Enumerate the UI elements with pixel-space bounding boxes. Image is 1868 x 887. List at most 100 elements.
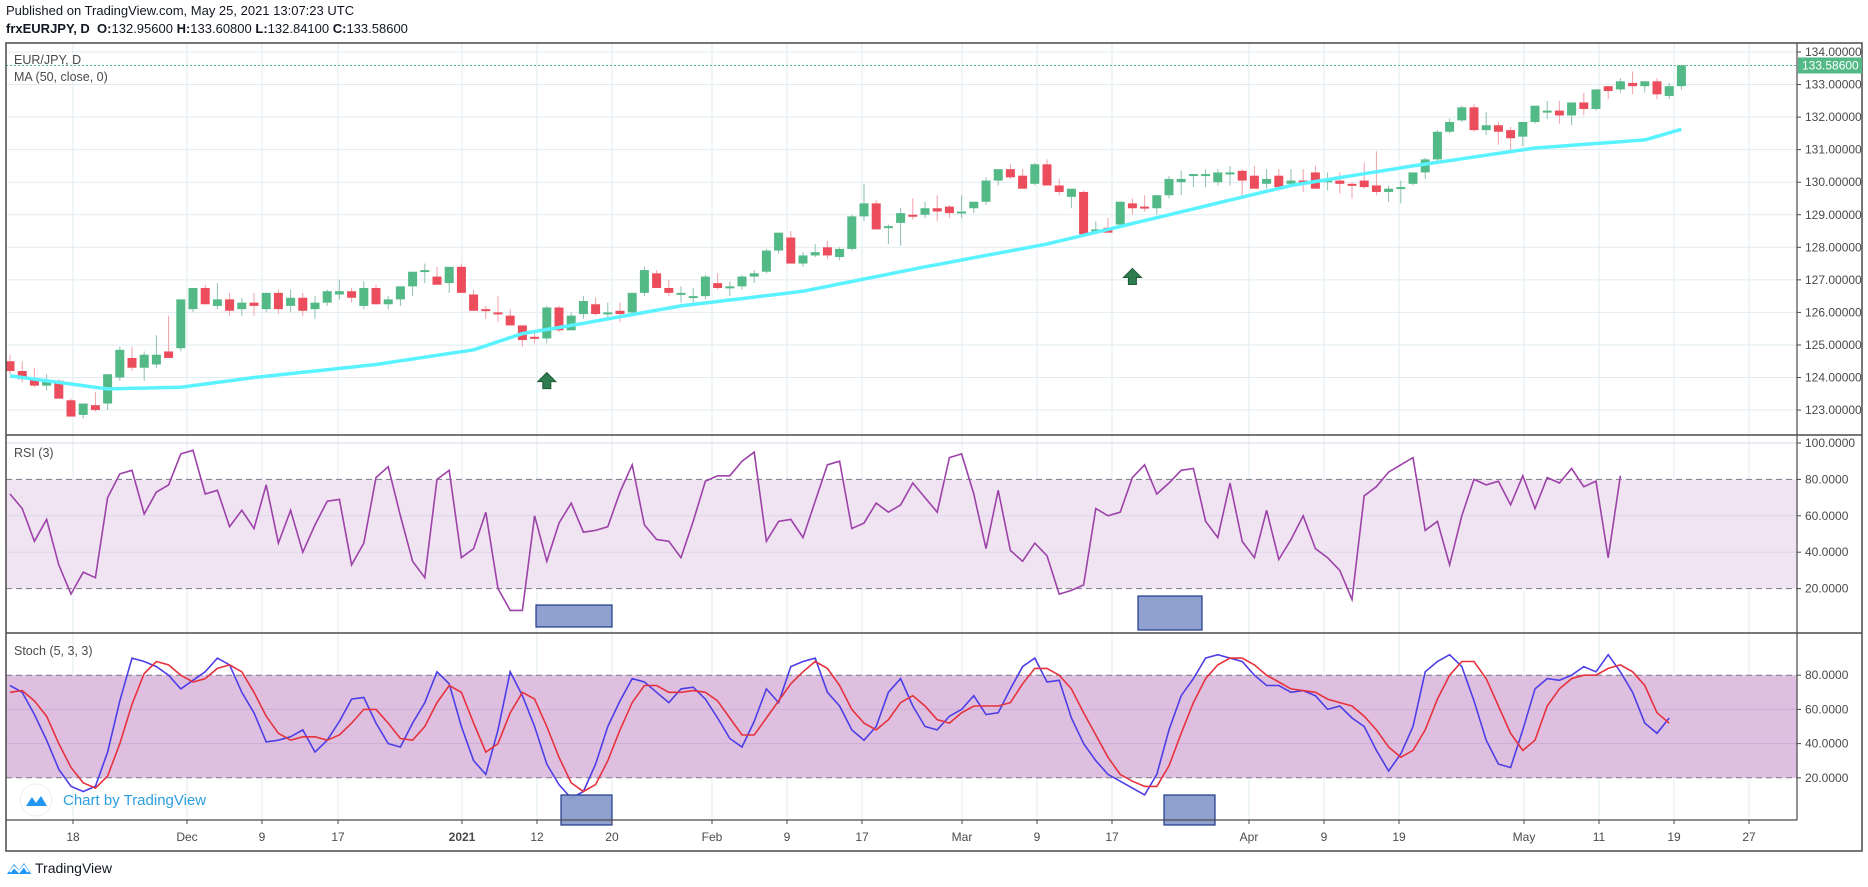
time-axis-label: 17 — [1105, 830, 1119, 844]
stoch-tick-label: 20.0000 — [1805, 771, 1849, 785]
candle-body — [188, 287, 198, 310]
candle-body — [322, 291, 332, 303]
candle-body — [713, 283, 723, 288]
price-tick-label: 131.00000 — [1805, 143, 1862, 157]
candle-body — [90, 405, 100, 411]
candle-body — [1542, 110, 1552, 113]
time-axis-label: 19 — [1667, 830, 1681, 844]
time-axis-label: 17 — [855, 830, 869, 844]
candle-body — [700, 276, 710, 297]
candle-body — [249, 302, 259, 306]
stoch-tick-label: 60.0000 — [1805, 702, 1849, 716]
candle-body — [798, 255, 808, 264]
candle-body — [578, 301, 588, 315]
candle-body — [17, 370, 27, 380]
candle-body — [408, 271, 418, 287]
candle-body — [530, 336, 540, 339]
price-tick-label: 128.00000 — [1805, 240, 1862, 254]
candle-body — [273, 292, 283, 310]
candle-body — [774, 232, 784, 251]
candle-body — [615, 310, 625, 315]
buy-arrow-icon — [536, 371, 558, 390]
candle-body — [1018, 175, 1028, 189]
candle-body — [151, 354, 161, 365]
time-axis-label: Apr — [1240, 830, 1259, 844]
candle-body — [1054, 185, 1064, 192]
candle-body — [395, 286, 405, 300]
candle-body — [944, 206, 954, 214]
published-info: Published on TradingView.com, May 25, 20… — [6, 3, 355, 18]
candle-body — [1176, 178, 1186, 183]
ohlc-value: 132.95600 — [111, 21, 177, 36]
candle-body — [1213, 172, 1223, 183]
price-tick-label: 130.00000 — [1805, 175, 1862, 189]
candle-body — [1066, 188, 1076, 197]
candle-body — [298, 297, 308, 311]
last-price-label: 133.58600 — [1802, 58, 1859, 72]
candle-body — [737, 276, 747, 287]
candle-body — [1188, 174, 1198, 177]
candle-body — [981, 180, 991, 202]
candle-body — [725, 286, 735, 289]
candle-body — [1554, 110, 1564, 116]
candle-body — [1042, 164, 1052, 186]
time-axis-label: 19 — [1392, 830, 1406, 844]
candle-body — [432, 276, 442, 285]
rsi-panel-title: RSI (3) — [14, 446, 54, 460]
price-tick-label: 125.00000 — [1805, 338, 1862, 352]
candle-body — [847, 216, 857, 249]
candle-body — [786, 237, 796, 264]
time-axis-label: 9 — [259, 830, 266, 844]
time-axis-label: 20 — [605, 830, 619, 844]
time-axis-label: 9 — [784, 830, 791, 844]
candle-body — [676, 292, 686, 295]
candle-body — [1371, 185, 1381, 192]
candle-body — [932, 208, 942, 212]
candle-body — [1079, 191, 1089, 235]
rsi-tick-label: 100.0000 — [1805, 436, 1855, 450]
tradingview-logo-icon — [26, 796, 47, 806]
candle-body — [1359, 180, 1369, 188]
candle-body — [1347, 183, 1357, 186]
tradingview-logo-icon — [7, 863, 31, 874]
ohlc-value: 133.58600 — [346, 21, 408, 36]
candle-body — [822, 247, 832, 256]
candle-body — [1432, 131, 1442, 160]
candle-body — [1530, 105, 1540, 122]
candle-body — [1469, 107, 1479, 131]
chart-by-tradingview-watermark[interactable]: Chart by TradingView — [19, 783, 206, 817]
candle-body — [505, 315, 515, 326]
rsi-tick-label: 80.0000 — [1805, 472, 1849, 486]
candle-body — [896, 213, 906, 223]
candle-body — [456, 266, 466, 293]
price-tick-label: 124.00000 — [1805, 371, 1862, 385]
candle-body — [310, 302, 320, 310]
price-tick-label: 132.00000 — [1805, 110, 1862, 124]
candle-body — [1481, 125, 1491, 131]
price-tick-label: 126.00000 — [1805, 305, 1862, 319]
candle-body — [993, 169, 1003, 181]
buy-arrow-icon — [1122, 267, 1143, 285]
candle-body — [688, 296, 698, 299]
time-axis-label: 18 — [66, 830, 80, 844]
price-tick-label: 127.00000 — [1805, 273, 1862, 287]
candle-body — [1615, 81, 1625, 90]
candle-body — [603, 312, 613, 315]
time-axis-label: 2021 — [449, 830, 476, 844]
tradingview-footer[interactable]: TradingView — [6, 860, 112, 876]
candle-body — [5, 361, 15, 371]
highlight-box — [1137, 595, 1203, 631]
rsi-band — [6, 479, 1797, 589]
time-axis-label: Feb — [702, 830, 723, 844]
candle-body — [469, 294, 479, 311]
candle-body — [359, 287, 369, 306]
candle-body — [664, 287, 674, 293]
ohlc-label: H: — [176, 21, 191, 36]
price-tick-label: 133.00000 — [1805, 78, 1862, 92]
candle-body — [639, 270, 649, 293]
rsi-tick-label: 60.0000 — [1805, 509, 1849, 523]
candle-body — [1591, 89, 1601, 109]
candle-body — [1664, 86, 1674, 96]
candle-body — [1420, 159, 1430, 173]
